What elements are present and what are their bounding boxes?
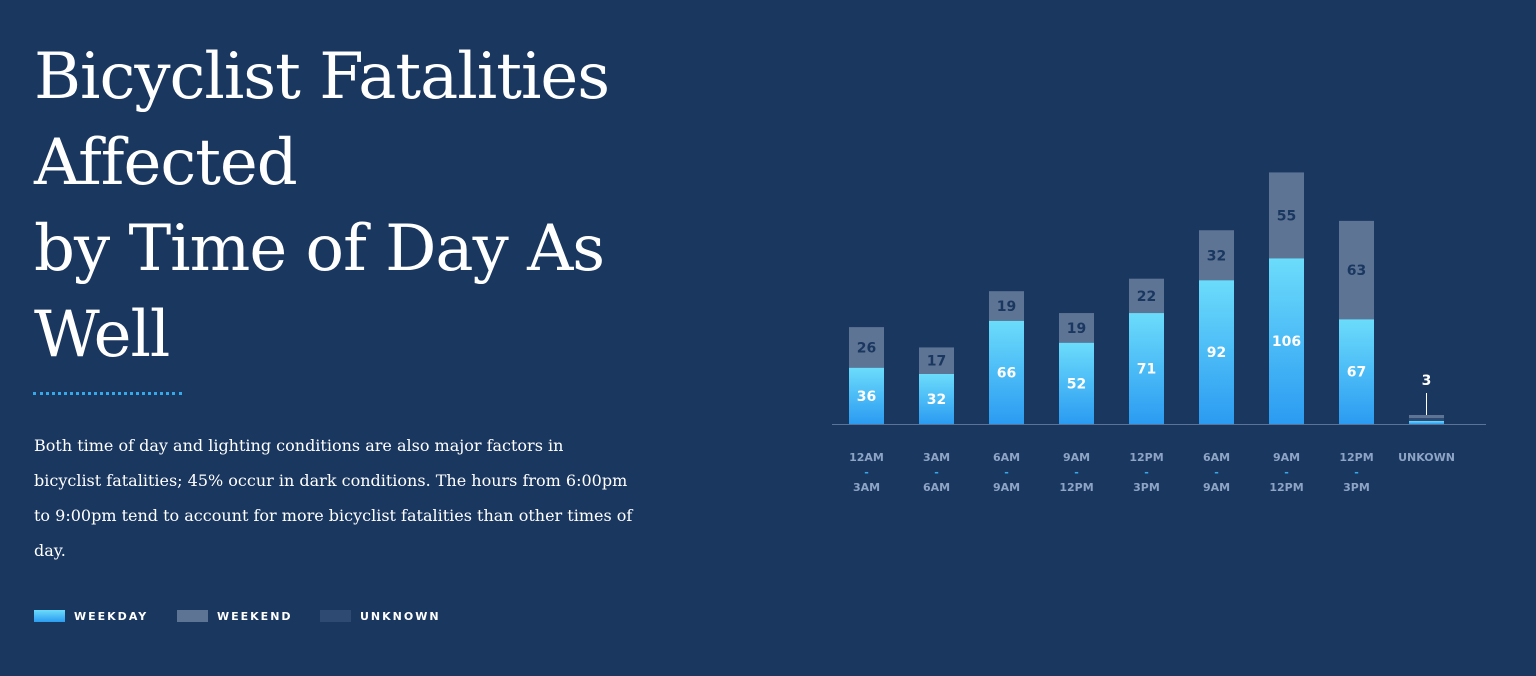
legend-swatch-unknown (320, 610, 351, 622)
x-tick-label: 12PM (1129, 451, 1163, 464)
bar-weekday (989, 320, 1024, 424)
bar-weekday (1059, 342, 1094, 424)
legend-swatch-weekday (34, 610, 65, 622)
x-tick-label: - (1284, 466, 1289, 479)
bar-weekend (1059, 313, 1094, 343)
legend-label-unknown: UNKNOWN (360, 610, 441, 623)
legend-label-weekday: WEEKDAY (74, 610, 149, 623)
bar-unknown (1409, 418, 1444, 421)
title-line-1: Bicyclist Fatalities (34, 40, 610, 114)
x-tick-label: 9AM (993, 481, 1020, 494)
bar-label-weekday: 67 (1347, 365, 1366, 381)
x-tick-label: 3AM (853, 481, 880, 494)
x-tick-label: UNKOWN (1398, 451, 1455, 464)
bar-label-weekend: 22 (1137, 289, 1156, 305)
bar-weekday (1409, 421, 1444, 424)
bar-weekend (1129, 278, 1164, 314)
bar-label-weekday: 36 (857, 389, 876, 405)
bar-label-weekday: 32 (927, 392, 946, 408)
bar-label-weekday: 66 (997, 365, 1016, 381)
x-tick-label: 3AM (923, 451, 950, 464)
bar-label-weekend: 32 (1207, 248, 1226, 264)
bar-label-weekday: 106 (1272, 334, 1301, 350)
x-tick-label: - (1074, 466, 1079, 479)
x-tick-label: - (934, 466, 939, 479)
bar-label-weekend: 17 (927, 354, 946, 370)
bar-label-weekend: 26 (857, 340, 876, 356)
x-tick-label: 12PM (1059, 481, 1093, 494)
bar-label-weekend: 63 (1347, 263, 1366, 279)
legend-label-weekend: WEEKEND (217, 610, 293, 623)
bar-weekend (1199, 230, 1234, 281)
bar-weekday (1199, 280, 1234, 424)
bar-label-total: 3 (1422, 373, 1432, 389)
title-divider (33, 392, 182, 395)
bar-label-weekend: 55 (1277, 208, 1296, 224)
bar-weekend (1339, 220, 1374, 320)
bar-weekend (989, 291, 1024, 321)
x-tick-label: 9AM (1203, 481, 1230, 494)
bar-label-weekday: 71 (1137, 362, 1156, 378)
x-tick-label: 12PM (1269, 481, 1303, 494)
x-tick-label: 6AM (993, 451, 1020, 464)
description-paragraph: Both time of day and lighting conditions… (34, 436, 633, 560)
bar-weekend (1409, 415, 1444, 418)
bar-weekday (919, 374, 954, 424)
title-line-2: Affected (34, 126, 298, 200)
bar-label-weekday: 52 (1067, 376, 1086, 392)
x-tick-label: 3PM (1343, 481, 1370, 494)
x-tick-label: - (1144, 466, 1149, 479)
x-tick-label: 12AM (849, 451, 884, 464)
bar-weekend (1269, 172, 1304, 259)
legend-swatch-weekend (177, 610, 208, 622)
title-line-3: by Time of Day As (34, 212, 605, 286)
bar-weekend (849, 327, 884, 368)
bar-label-weekday: 92 (1207, 345, 1226, 361)
x-tick-label: 6AM (923, 481, 950, 494)
bar-chart: 26 36 12AM - 3AM 17 32 3AM - 6AM 19 66 6AM - 9AM 19 52 9A… (832, 172, 1486, 494)
x-tick-label: 9AM (1063, 451, 1090, 464)
title-line-4: Well (34, 298, 170, 372)
x-tick-label: 12PM (1339, 451, 1373, 464)
x-tick-label: - (1354, 466, 1359, 479)
bar-weekday (1129, 313, 1164, 424)
bar-weekday (849, 367, 884, 424)
page-title: Bicyclist Fatalities Affected by Time of… (34, 34, 694, 378)
bar-label-weekend: 19 (997, 299, 1016, 315)
x-tick-label: - (1004, 466, 1009, 479)
bar-weekend (919, 347, 954, 374)
bar-weekday (1269, 258, 1304, 424)
x-tick-label: - (864, 466, 869, 479)
bar-label-weekend: 19 (1067, 321, 1086, 337)
x-tick-label: - (1214, 466, 1219, 479)
x-tick-label: 6AM (1203, 451, 1230, 464)
bar-weekday (1339, 319, 1374, 424)
x-tick-label: 3PM (1133, 481, 1160, 494)
x-tick-label: 9AM (1273, 451, 1300, 464)
